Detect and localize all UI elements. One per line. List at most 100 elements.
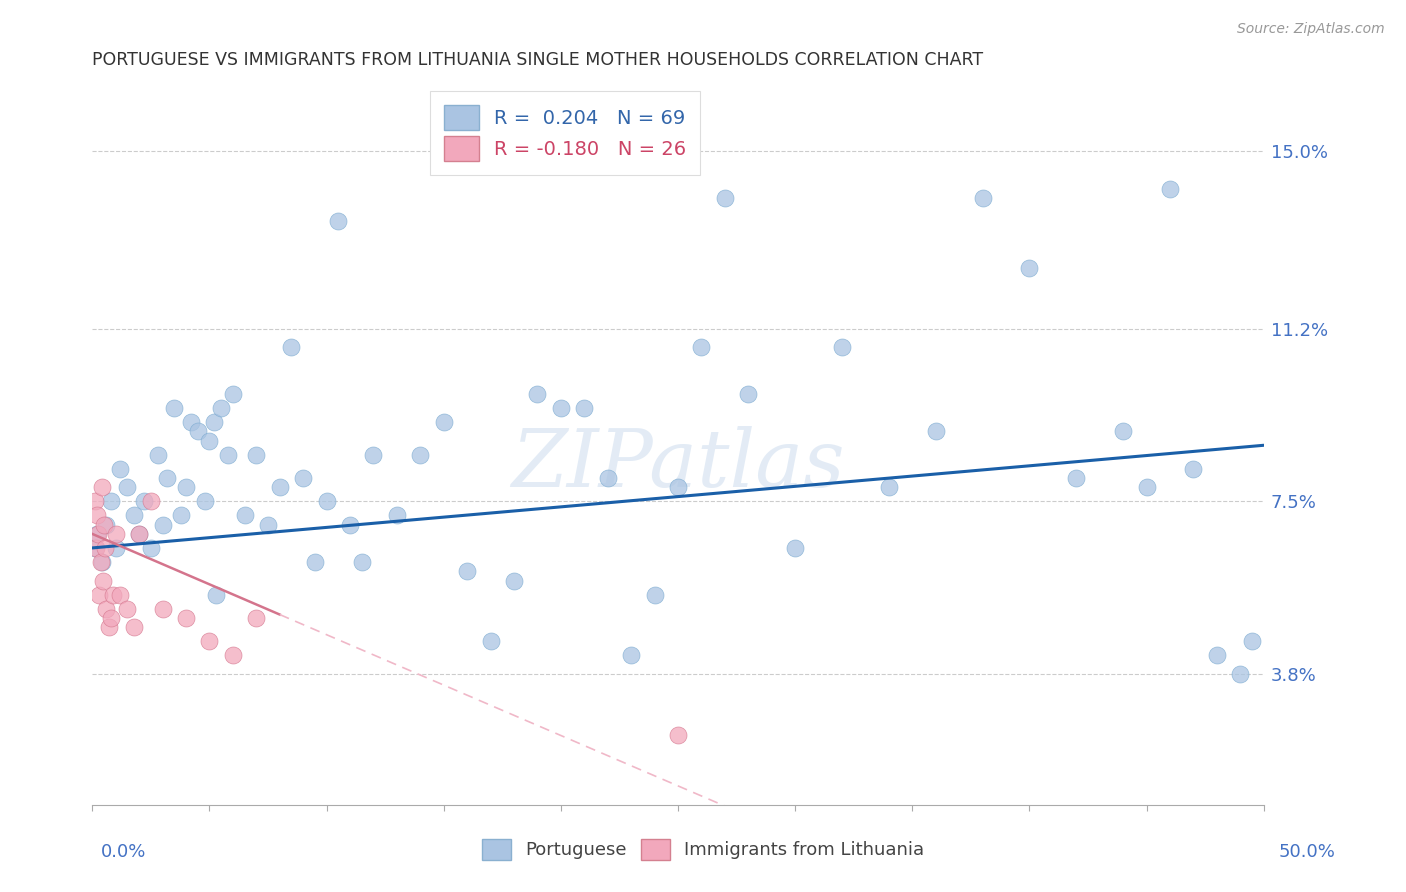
- Point: [292, 471, 315, 485]
- Point: [87, 527, 110, 541]
- Point: [91, 574, 114, 588]
- Point: [93, 517, 115, 532]
- Point: [100, 494, 122, 508]
- Point: [86, 508, 108, 523]
- Point: [84, 541, 107, 555]
- Point: [1018, 260, 1040, 275]
- Point: [128, 527, 150, 541]
- Point: [233, 508, 256, 523]
- Point: [180, 415, 202, 429]
- Point: [269, 480, 291, 494]
- Point: [666, 480, 689, 494]
- Point: [1064, 471, 1087, 485]
- Point: [217, 448, 239, 462]
- Point: [831, 340, 853, 354]
- Point: [280, 340, 302, 354]
- Point: [90, 555, 112, 569]
- Point: [96, 517, 118, 532]
- Point: [257, 517, 280, 532]
- Text: ZIPatlas: ZIPatlas: [512, 425, 845, 503]
- Point: [146, 448, 169, 462]
- Point: [86, 527, 108, 541]
- Point: [170, 508, 193, 523]
- Point: [785, 541, 807, 555]
- Point: [479, 634, 502, 648]
- Point: [409, 448, 432, 462]
- Point: [304, 555, 326, 569]
- Point: [877, 480, 900, 494]
- Point: [90, 555, 112, 569]
- Point: [174, 611, 197, 625]
- Point: [97, 620, 120, 634]
- Point: [596, 471, 619, 485]
- Point: [104, 527, 127, 541]
- Point: [139, 541, 162, 555]
- Point: [1229, 666, 1251, 681]
- Point: [94, 541, 117, 555]
- Legend: R =  0.204   N = 69, R = -0.180   N = 26: R = 0.204 N = 69, R = -0.180 N = 26: [430, 91, 700, 175]
- Point: [350, 555, 373, 569]
- Point: [1135, 480, 1157, 494]
- Point: [103, 588, 125, 602]
- Point: [152, 601, 174, 615]
- Point: [174, 480, 197, 494]
- Point: [110, 461, 132, 475]
- Point: [503, 574, 526, 588]
- Point: [209, 401, 232, 415]
- Point: [245, 611, 267, 625]
- Point: [205, 588, 228, 602]
- Point: [363, 448, 385, 462]
- Point: [666, 727, 689, 741]
- Point: [124, 620, 146, 634]
- Text: Source: ZipAtlas.com: Source: ZipAtlas.com: [1237, 22, 1385, 37]
- Point: [198, 634, 221, 648]
- Point: [96, 601, 118, 615]
- Point: [202, 415, 225, 429]
- Point: [156, 471, 179, 485]
- Point: [132, 494, 155, 508]
- Point: [433, 415, 456, 429]
- Point: [117, 601, 139, 615]
- Point: [339, 517, 361, 532]
- Point: [139, 494, 162, 508]
- Point: [1205, 648, 1227, 663]
- Text: 50.0%: 50.0%: [1279, 843, 1336, 861]
- Point: [690, 340, 713, 354]
- Point: [222, 648, 245, 663]
- Point: [714, 191, 737, 205]
- Point: [128, 527, 150, 541]
- Point: [163, 401, 186, 415]
- Point: [117, 480, 139, 494]
- Point: [644, 588, 666, 602]
- Point: [198, 434, 221, 448]
- Point: [924, 424, 946, 438]
- Point: [222, 387, 245, 401]
- Point: [83, 494, 105, 508]
- Point: [526, 387, 548, 401]
- Point: [620, 648, 643, 663]
- Legend: Portuguese, Immigrants from Lithuania: Portuguese, Immigrants from Lithuania: [474, 831, 932, 867]
- Point: [110, 588, 132, 602]
- Point: [83, 541, 105, 555]
- Point: [100, 611, 122, 625]
- Point: [1182, 461, 1205, 475]
- Point: [194, 494, 217, 508]
- Point: [574, 401, 596, 415]
- Point: [1112, 424, 1135, 438]
- Point: [90, 480, 112, 494]
- Point: [972, 191, 994, 205]
- Point: [104, 541, 127, 555]
- Point: [315, 494, 337, 508]
- Point: [1159, 182, 1181, 196]
- Point: [456, 564, 478, 578]
- Point: [245, 448, 267, 462]
- Point: [385, 508, 408, 523]
- Text: 0.0%: 0.0%: [101, 843, 146, 861]
- Point: [89, 588, 111, 602]
- Point: [328, 214, 350, 228]
- Point: [1240, 634, 1263, 648]
- Text: PORTUGUESE VS IMMIGRANTS FROM LITHUANIA SINGLE MOTHER HOUSEHOLDS CORRELATION CHA: PORTUGUESE VS IMMIGRANTS FROM LITHUANIA …: [93, 51, 983, 69]
- Point: [187, 424, 209, 438]
- Point: [152, 517, 174, 532]
- Point: [737, 387, 759, 401]
